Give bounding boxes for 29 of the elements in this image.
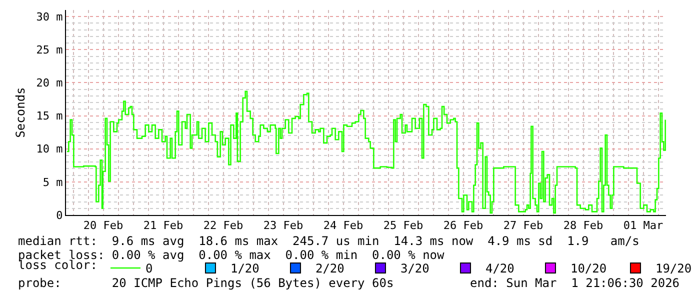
y-tick-label: 0 (56, 208, 63, 222)
x-tick-label: 21 Feb (143, 219, 184, 232)
y-tick-label: 10 m (36, 142, 64, 156)
legend-label: 19/20 (655, 262, 692, 276)
y-tick-label: 5 m (42, 176, 64, 189)
x-tick-label: 20 Feb (83, 219, 124, 232)
y-tick-label: 25 m (36, 44, 64, 57)
y-tick-label: 30 m (36, 10, 64, 24)
x-tick-label: 25 Feb (383, 219, 424, 232)
x-tick-label: 28 Feb (563, 219, 604, 232)
x-tick-label: 27 Feb (503, 219, 544, 232)
legend-title: loss color: (18, 258, 98, 272)
legend-label: 1/20 (230, 262, 260, 276)
x-tick-label: 26 Feb (443, 219, 484, 232)
text: median rtt: 9.6 ms avg 18.6 ms max 245.7 us min 14.3 ms now 4.9 ms sd 1.9 am/s (18, 234, 640, 248)
text: end: Sun Mar 1 21:06:30 2026 (470, 276, 680, 290)
legend-label: 0 (145, 262, 153, 276)
y-tick-label: 15 m (36, 110, 64, 123)
x-tick-label: 22 Feb (203, 219, 244, 232)
y-axis-title: Seconds (14, 87, 28, 138)
legend-label: 4/20 (485, 262, 514, 276)
legend-label: 10/20 (570, 262, 607, 276)
x-tick-label: 01 Mar (623, 219, 664, 232)
x-tick-label: 23 Feb (263, 219, 304, 232)
legend-label: 3/20 (400, 262, 430, 276)
y-tick-label: 20 m (36, 76, 64, 90)
x-tick-label: 24 Feb (323, 219, 364, 232)
text: probe: 20 ICMP Echo Pings (56 Bytes) every 60s (18, 276, 394, 290)
legend-label: 2/20 (315, 262, 344, 276)
